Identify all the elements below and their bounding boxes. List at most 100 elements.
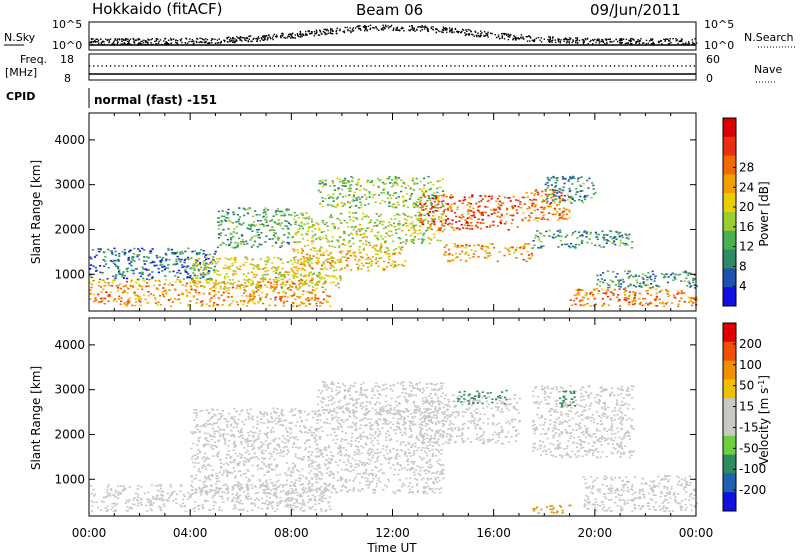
- heatmap-cell: [155, 498, 158, 501]
- nsky-point: [279, 36, 282, 38]
- heatmap-cell: [223, 215, 226, 218]
- heatmap-cell: [305, 282, 309, 285]
- heatmap-cell: [672, 294, 676, 296]
- heatmap-cell: [285, 499, 288, 501]
- heatmap-cell: [229, 220, 232, 223]
- heatmap-cell: [321, 500, 324, 503]
- heatmap-cell: [655, 298, 658, 300]
- heatmap-cell: [341, 250, 344, 253]
- heatmap-cell: [174, 498, 178, 500]
- heatmap-cell: [228, 265, 231, 268]
- heatmap-cell: [223, 219, 226, 221]
- nsky-point: [421, 29, 423, 31]
- heatmap-cell: [328, 501, 331, 503]
- heatmap-cell: [218, 224, 221, 227]
- heatmap-cell: [407, 463, 410, 466]
- nsky-point: [139, 43, 142, 45]
- heatmap-cell: [310, 291, 313, 294]
- heatmap-cell: [232, 273, 235, 275]
- nsky-point: [139, 42, 141, 44]
- heatmap-cell: [606, 234, 609, 236]
- nsky-point: [352, 30, 355, 32]
- heatmap-cell: [253, 503, 256, 505]
- heatmap-cell: [228, 304, 231, 306]
- heatmap-cell: [428, 238, 431, 240]
- heatmap-cell: [559, 199, 562, 201]
- heatmap-cell: [147, 285, 150, 287]
- nsky-point: [526, 36, 529, 38]
- heatmap-cell: [465, 244, 468, 246]
- heatmap-cell: [276, 208, 279, 210]
- heatmap-cell: [226, 295, 229, 298]
- heatmap-cell: [301, 248, 304, 250]
- heatmap-cell: [558, 201, 561, 203]
- heatmap-cell: [275, 210, 278, 212]
- heatmap-cell: [643, 283, 646, 286]
- heatmap-cell: [159, 508, 162, 510]
- heatmap-cell: [660, 289, 663, 292]
- nave-tick-hi: 60: [706, 53, 720, 66]
- heatmap-cell: [279, 296, 282, 298]
- heatmap-cell: [280, 278, 283, 281]
- heatmap-cell: [187, 305, 190, 307]
- heatmap-cell: [256, 234, 259, 237]
- nsky-point: [648, 40, 651, 42]
- heatmap-cell: [285, 225, 289, 228]
- heatmap-cell: [179, 504, 182, 507]
- nsky-point: [145, 39, 147, 42]
- heatmap-cell: [355, 197, 358, 200]
- heatmap-cell: [227, 208, 230, 211]
- heatmap-cell: [661, 302, 664, 305]
- nsky-point: [549, 40, 551, 42]
- nsky-point: [535, 37, 537, 39]
- heatmap-cell: [554, 236, 557, 238]
- heatmap-cell: [335, 277, 338, 280]
- heatmap-cell: [192, 508, 195, 510]
- heatmap-cell: [202, 269, 205, 271]
- heatmap-cell: [680, 297, 683, 300]
- heatmap-cell: [375, 225, 379, 227]
- heatmap-cell: [384, 240, 387, 243]
- heatmap-cell: [531, 203, 534, 205]
- heatmap-cell: [326, 240, 329, 243]
- heatmap-cell: [341, 205, 344, 207]
- heatmap-cell: [309, 280, 312, 282]
- heatmap-cell: [251, 289, 254, 292]
- nsky-point: [205, 38, 207, 40]
- heatmap-cell: [174, 263, 177, 266]
- heatmap-cell: [617, 279, 620, 282]
- heatmap-cell: [606, 270, 609, 272]
- heatmap-cell: [302, 499, 305, 501]
- heatmap-cell: [195, 489, 198, 492]
- heatmap-cell: [191, 281, 195, 284]
- nsky-point: [378, 29, 380, 31]
- heatmap-cell: [122, 485, 125, 487]
- heatmap-cell: [337, 227, 340, 229]
- nsky-point: [184, 42, 187, 44]
- heatmap-cell: [117, 284, 120, 287]
- heatmap-cell: [341, 188, 344, 191]
- heatmap-cell: [183, 265, 186, 268]
- nsky-point: [504, 33, 507, 35]
- heatmap-cell: [558, 213, 561, 215]
- heatmap-cell: [366, 179, 369, 182]
- heatmap-cell: [328, 245, 331, 247]
- heatmap-cell: [133, 497, 136, 499]
- heatmap-cell: [380, 251, 383, 253]
- heatmap-cell: [186, 294, 189, 297]
- heatmap-cell: [432, 215, 435, 217]
- heatmap-cell: [316, 276, 319, 278]
- heatmap-cell: [308, 412, 311, 415]
- heatmap-cell: [287, 274, 290, 276]
- heatmap-cell: [238, 508, 241, 511]
- nsky-point: [100, 38, 102, 40]
- heatmap-cell: [533, 194, 536, 197]
- heatmap-cell: [353, 451, 356, 453]
- heatmap-cell: [99, 297, 103, 300]
- heatmap-cell: [283, 214, 287, 217]
- heatmap-cell: [389, 224, 392, 226]
- heatmap-cell: [559, 188, 562, 191]
- heatmap-cell: [134, 492, 138, 495]
- heatmap-cell: [128, 507, 131, 510]
- heatmap-cell: [439, 227, 442, 229]
